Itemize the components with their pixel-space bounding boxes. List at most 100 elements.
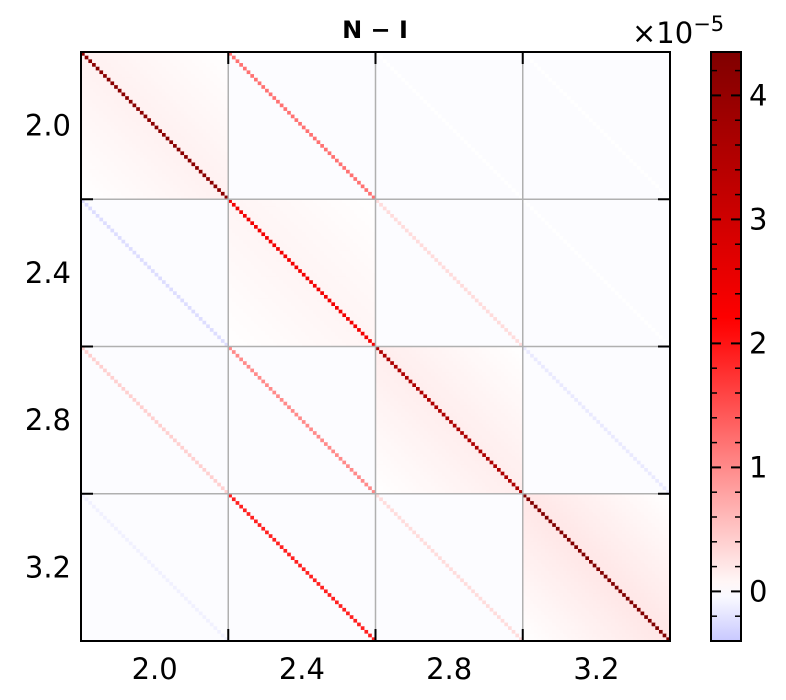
heatmap-cell [552,225,671,230]
heatmap-cell [515,416,524,421]
heatmap-cell [261,228,273,233]
heatmap-cell [169,582,174,587]
heatmap-cell [117,232,229,237]
heatmap-cell [600,276,605,281]
heatmap-cell [143,107,156,112]
heatmap-cell [548,578,557,583]
heatmap-cell [154,77,167,82]
heatmap-cell [559,629,564,635]
heatmap-cell [331,302,336,307]
heatmap-cell [143,85,156,90]
heatmap-cell [563,629,572,635]
heatmap-cell [393,508,524,513]
heatmap-cell [555,375,671,381]
heatmap-cell [81,177,89,182]
heatmap-cell [438,261,443,266]
heatmap-cell [375,409,380,414]
heatmap-cell [257,339,273,344]
heatmap-cell [95,70,100,75]
heatmap-cell [176,191,185,196]
heatmap-cell [485,394,494,399]
heatmap-cell [666,545,671,550]
heatmap-cell [666,567,671,572]
heatmap-cell [478,405,487,410]
heatmap-cell [559,232,671,237]
heatmap-cell [489,375,502,381]
heatmap-cell [209,618,354,623]
heatmap-cell [228,129,306,134]
heatmap-cell [419,405,428,410]
heatmap-cell [169,283,229,288]
heatmap-cell [412,88,417,93]
heatmap-cell [474,416,483,421]
heatmap-cell [268,92,273,97]
heatmap-cell [375,52,380,57]
heatmap-cell [589,526,594,531]
heatmap-cell [555,523,560,528]
plot-frame [80,51,671,642]
heatmap-cell [603,276,671,281]
heatmap-cell [574,398,579,403]
heatmap-cell [640,512,645,517]
heatmap-cell [570,637,579,642]
heatmap-cell [254,372,259,377]
heatmap-cell [662,618,671,623]
heatmap-cell [548,368,671,373]
heatmap-cell [195,85,207,90]
heatmap-cell [401,412,410,417]
heatmap-cell [139,81,152,86]
heatmap-cell [441,560,446,565]
heatmap-cell [103,77,108,82]
heatmap-cell [537,548,546,554]
heatmap-cell [316,431,376,436]
colorbar-tick-label: 0 [749,574,767,608]
heatmap-cell [541,504,549,509]
heatmap-cell [110,81,115,86]
heatmap-cell [408,412,417,417]
heatmap-cell [511,335,516,340]
heatmap-cell [574,519,583,524]
heatmap-cell [250,232,262,237]
heatmap-cell [231,228,248,233]
heatmap-cell [228,298,233,303]
heatmap-cell [99,361,244,366]
heatmap-cell [577,615,586,620]
heatmap-cell [224,166,229,171]
heatmap-cell [600,519,605,524]
heatmap-cell [570,545,575,550]
heatmap-cell [625,445,671,450]
heatmap-cell [563,239,568,244]
heatmap-cell [555,604,564,609]
heatmap-cell [206,191,218,196]
heatmap-cell [81,74,89,79]
heatmap-cell [585,548,594,554]
heatmap-cell [544,545,553,550]
heatmap-cell [206,63,214,68]
heatmap-cell [430,350,443,355]
heatmap-cell [165,132,170,138]
heatmap-cell [445,490,454,495]
heatmap-cell [198,611,203,616]
heatmap-cell [555,232,560,237]
heatmap-cell [209,121,222,127]
heatmap-cell [625,563,630,568]
heatmap-cell [577,637,586,642]
heatmap-cell [272,228,288,233]
heatmap-cell [629,622,634,627]
heatmap-cell [408,438,421,443]
heatmap-cell [585,493,594,498]
heatmap-cell [471,346,479,351]
heatmap-cell [88,350,233,355]
heatmap-cell [169,195,181,200]
heatmap-cell [541,523,549,528]
heatmap-cell [353,225,369,230]
heatmap-cell [161,276,229,281]
heatmap-cell [445,431,454,436]
heatmap-cell [81,110,86,115]
heatmap-cell [574,250,579,255]
heatmap-cell [397,512,524,517]
heatmap-cell [522,552,531,557]
heatmap-cell [139,125,152,130]
heatmap-cell [622,578,630,583]
